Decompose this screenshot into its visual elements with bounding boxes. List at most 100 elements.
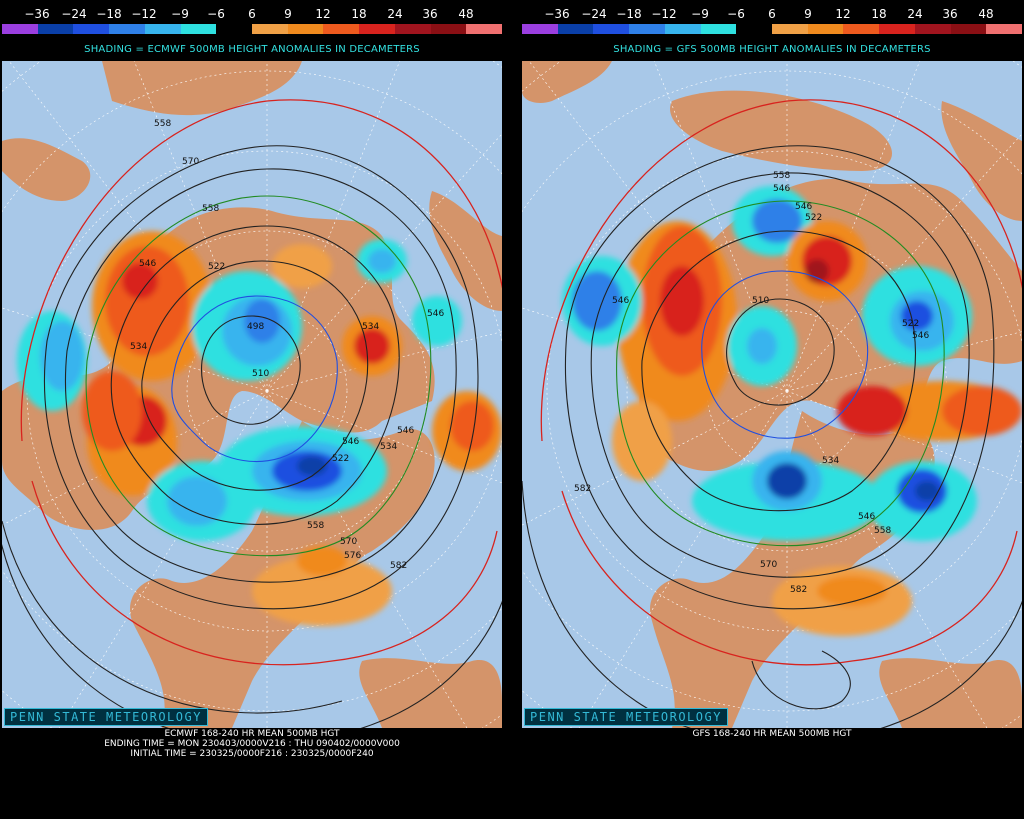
scale-swatch [216, 24, 253, 34]
contour-label: 546 [342, 437, 359, 447]
anomaly-color-scale: −36 −24 −18 −12 −9 −6 6 9 12 18 24 36 48 [522, 4, 1023, 34]
scale-swatch [772, 24, 808, 34]
scale-swatch [73, 24, 110, 34]
contour-label: 534 [380, 442, 397, 452]
contour-label: 534 [822, 456, 839, 466]
scale-label: −24 [61, 7, 87, 21]
scale-label: −9 [171, 7, 189, 21]
scale-swatch [557, 24, 594, 34]
scale-swatch [394, 24, 431, 34]
contour-label: 576 [344, 551, 361, 561]
height-contours [2, 99, 502, 728]
scale-label: 48 [458, 7, 474, 21]
contour-labels: 558 570 558 546 522 534 498 510 534 522 … [130, 119, 444, 571]
anomaly-shading [17, 231, 502, 626]
contour-label: 510 [252, 369, 269, 379]
gfs-panel: −36 −24 −18 −12 −9 −6 6 9 12 18 24 36 48… [522, 0, 1023, 819]
scale-swatch [879, 24, 915, 34]
scale-label: −6 [727, 7, 745, 21]
contour-label: 522 [208, 262, 225, 272]
scale-swatch [323, 24, 360, 34]
scale-label: 36 [422, 7, 438, 21]
scale-swatch [664, 24, 701, 34]
scale-label: 9 [804, 7, 812, 21]
scale-label: −12 [131, 7, 157, 21]
contour-label: 510 [752, 296, 769, 306]
scale-label: 6 [768, 7, 776, 21]
shading-label: SHADING = ECMWF 500MB HEIGHT ANOMALIES I… [84, 44, 420, 55]
scale-label: −6 [207, 7, 225, 21]
scale-swatch [986, 24, 1023, 34]
caption-line-1: ECMWF 168-240 HR MEAN 500MB HGT [164, 729, 340, 739]
scale-label: 12 [835, 7, 851, 21]
brand-label: PENN STATE METEOROLOGY [524, 708, 728, 726]
scale-label: 18 [871, 7, 887, 21]
contour-label: 546 [795, 202, 812, 212]
scale-label: 36 [942, 7, 958, 21]
caption-line-2: ENDING TIME = MON 230403/0000V216 : THU … [104, 739, 400, 749]
scale-label: 24 [387, 7, 403, 21]
contour-label: 582 [790, 585, 807, 595]
contour-label: 546 [612, 296, 629, 306]
contour-labels: 558 546 546 522 546 510 522 546 534 582 … [574, 171, 929, 595]
height-contours [522, 99, 1022, 728]
contour-label: 546 [139, 259, 156, 269]
contour-label: 546 [773, 184, 790, 194]
contour-label: 558 [307, 521, 324, 531]
scale-bar [2, 24, 503, 34]
scale-swatch [629, 24, 665, 34]
scale-swatch [522, 24, 558, 34]
contour-label: 570 [760, 560, 777, 570]
scale-swatch [359, 24, 395, 34]
scale-label: −36 [544, 7, 570, 21]
scale-swatch [843, 24, 880, 34]
contour-label: 570 [182, 157, 199, 167]
contour-label: 546 [912, 331, 929, 341]
ecmwf-panel: −36 −24 −18 −12 −9 −6 6 9 12 18 24 36 48… [2, 0, 503, 819]
scale-labels: −36 −24 −18 −12 −9 −6 6 9 12 18 24 36 48 [2, 7, 502, 21]
scale-swatch [2, 24, 38, 34]
scale-swatch [144, 24, 181, 34]
scale-label: −9 [691, 7, 709, 21]
shading-label: SHADING = GFS 500MB HEIGHT ANOMALIES IN … [613, 44, 931, 55]
scale-labels: −36 −24 −18 −12 −9 −6 6 9 12 18 24 36 48 [522, 7, 1022, 21]
anomaly-color-scale: −36 −24 −18 −12 −9 −6 6 9 12 18 24 36 48 [2, 4, 503, 34]
scale-label: −18 [96, 7, 122, 21]
contour-label: 570 [340, 537, 357, 547]
scale-bar [522, 24, 1023, 34]
contour-label: 558 [874, 526, 891, 536]
gfs-map: 558 546 546 522 546 510 522 546 534 582 … [522, 61, 1022, 728]
scale-label: 12 [315, 7, 331, 21]
caption-line-3: INITIAL TIME = 230325/0000F216 : 230325/… [130, 749, 374, 759]
scale-label: −24 [581, 7, 607, 21]
contour-label: 558 [773, 171, 790, 181]
scale-swatch [287, 24, 324, 34]
contour-label: 546 [397, 426, 414, 436]
scale-swatch [950, 24, 987, 34]
contour-label: 582 [390, 561, 407, 571]
scale-label: 9 [284, 7, 292, 21]
caption-line-1: GFS 168-240 HR MEAN 500MB HGT [692, 729, 852, 739]
scale-swatch [914, 24, 951, 34]
contour-label: 522 [332, 454, 349, 464]
scale-label: 6 [248, 7, 256, 21]
scale-swatch [466, 24, 503, 34]
scale-swatch [109, 24, 145, 34]
contour-label: 534 [362, 322, 379, 332]
scale-label: 24 [907, 7, 923, 21]
scale-label: −36 [24, 7, 50, 21]
scale-label: 18 [351, 7, 367, 21]
contour-label: 498 [247, 322, 264, 332]
scale-label: −18 [616, 7, 642, 21]
contour-label: 558 [154, 119, 171, 129]
contour-label: 546 [858, 512, 875, 522]
brand-label: PENN STATE METEOROLOGY [4, 708, 208, 726]
contour-label: 534 [130, 342, 147, 352]
scale-label: −12 [651, 7, 677, 21]
scale-swatch [430, 24, 467, 34]
scale-swatch [736, 24, 773, 34]
contour-label: 546 [427, 309, 444, 319]
scale-swatch [252, 24, 288, 34]
scale-swatch [180, 24, 217, 34]
ecmwf-map: 558 570 558 546 522 534 498 510 534 522 … [2, 61, 502, 728]
